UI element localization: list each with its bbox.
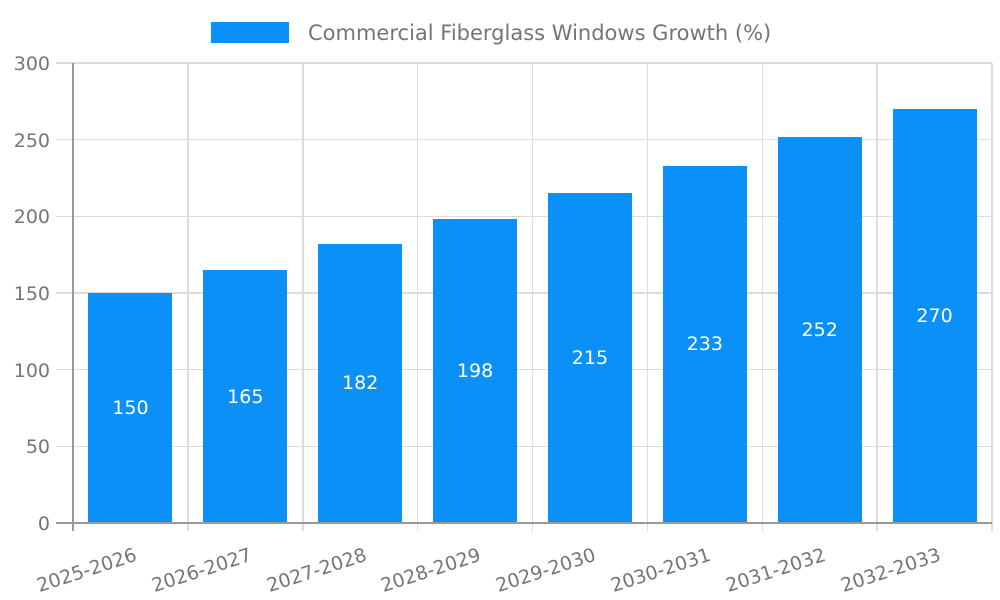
y-axis-tick-label: 150: [13, 283, 50, 305]
bar-value-label: 270: [916, 305, 953, 327]
bar-value-label: 198: [456, 360, 494, 383]
v-gridline: [761, 63, 763, 531]
y-axis-line: [72, 63, 74, 531]
bar-value-label: 215: [571, 347, 609, 370]
y-gridline: [56, 215, 992, 218]
x-axis-tick-label: 2025-2026: [33, 544, 140, 597]
y-gridline: [56, 445, 992, 448]
bar[interactable]: [433, 219, 518, 523]
v-gridline: [531, 63, 534, 531]
y-axis-tick-label: 0: [37, 513, 50, 535]
y-axis-tick-label: 100: [13, 359, 50, 382]
bar-value-label: 252: [801, 318, 838, 341]
v-gridline: [416, 63, 419, 531]
bar-value-label: 182: [342, 372, 379, 395]
x-axis-tick-label: 2028-2029: [378, 544, 484, 597]
bar[interactable]: [547, 193, 632, 523]
x-axis-tick-label: 2027-2028: [263, 544, 369, 597]
y-axis-tick-label: 200: [13, 206, 50, 229]
x-axis-tick-label: 2032-2033: [838, 544, 944, 597]
bar-value-label: 150: [112, 397, 149, 419]
x-axis-tick-label: 2030-2031: [608, 544, 714, 597]
bar[interactable]: [88, 293, 173, 523]
legend-label: Commercial Fiberglass Windows Growth (%): [308, 21, 772, 45]
y-axis-tick-label: 50: [25, 436, 50, 459]
bar[interactable]: [662, 165, 747, 523]
legend-color-swatch: [211, 22, 289, 43]
bar[interactable]: [777, 136, 862, 523]
y-gridline: [56, 138, 992, 141]
y-axis-tick-label: 300: [13, 53, 50, 75]
x-axis-tick-label: 2029-2030: [493, 544, 599, 597]
x-axis-tick-label: 2026-2027: [148, 544, 255, 597]
bar[interactable]: [318, 243, 403, 523]
y-axis-tick-label: 250: [13, 129, 50, 152]
bar-value-label: 165: [227, 385, 264, 408]
v-gridline: [646, 63, 649, 531]
bar[interactable]: [892, 109, 977, 523]
v-gridline: [187, 63, 189, 531]
y-gridline: [56, 368, 992, 371]
v-gridline: [302, 63, 304, 531]
y-gridline: [56, 62, 992, 64]
x-axis-tick-label: 2031-2032: [723, 544, 829, 597]
v-gridline: [991, 63, 993, 531]
y-gridline: [56, 292, 992, 294]
x-axis-line: [56, 522, 992, 524]
bar-value-label: 233: [686, 333, 723, 356]
bar[interactable]: [203, 270, 288, 523]
v-gridline: [876, 63, 878, 531]
